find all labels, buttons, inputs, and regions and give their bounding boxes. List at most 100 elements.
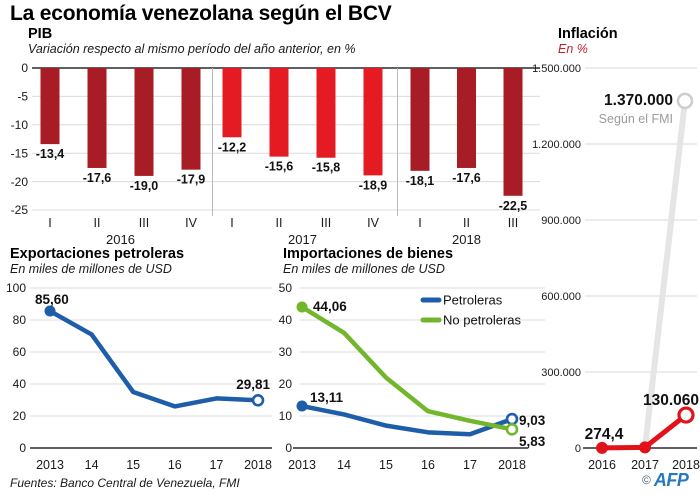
y-tick-label: 60	[13, 345, 27, 359]
bar-value-label: -17,6	[452, 171, 481, 185]
afp-credit: © AFP	[642, 470, 689, 490]
source-note: Fuentes: Banco Central de Venezuela, FMI	[10, 476, 240, 490]
y-tick-label: 40	[13, 377, 27, 391]
last-point-open-dot	[251, 394, 265, 407]
bar-value-label: -12,2	[218, 140, 247, 154]
pib-chart-subtitle: Variación respecto al mismo período del …	[28, 42, 356, 56]
pib-bar-chart: 0-5-10-15-20-25-13,4I-17,6II-19,0III-17,…	[11, 61, 540, 247]
x-tick-label: 2013	[288, 458, 316, 472]
first-point-dot	[296, 301, 308, 313]
pib-bar	[363, 68, 383, 176]
last-value-label: 29,81	[236, 377, 270, 392]
copyright-symbol: ©	[642, 473, 651, 487]
last-value-label: 9,03	[519, 413, 546, 428]
quarter-label: III	[508, 216, 518, 230]
bar-value-label: -18,9	[359, 178, 388, 192]
y-tick-label: 300.000	[541, 367, 581, 379]
y-tick-label: -5	[17, 90, 28, 104]
x-tick-label: 2018	[672, 458, 700, 472]
first-point-dot	[296, 400, 308, 412]
x-tick-label: 2017	[631, 458, 659, 472]
point-dot	[596, 441, 608, 454]
y-tick-label: 0	[575, 443, 581, 455]
x-tick-label: 15	[379, 458, 393, 472]
pib-bar	[457, 68, 476, 168]
y-tick-label: 1.500.000	[532, 63, 581, 75]
afp-logo: AFP	[653, 470, 689, 490]
y-tick-label: 1.200.000	[532, 139, 581, 151]
first-value-label: 13,11	[310, 390, 344, 405]
data-line	[299, 403, 515, 437]
quarter-label: I	[418, 216, 421, 230]
bar-value-label: -19,0	[130, 179, 159, 193]
fmi-value-label: 1.370.000	[604, 92, 673, 109]
y-tick-label: 900.000	[541, 215, 581, 227]
exports-chart-subtitle: En miles de millones de USD	[10, 262, 172, 276]
x-tick-label: 2018	[498, 458, 526, 472]
fmi-projection-line	[642, 100, 688, 448]
bar-value-label: -22,5	[499, 199, 528, 213]
y-tick-label: 10	[279, 409, 293, 423]
y-tick-label: 100	[6, 281, 26, 295]
x-tick-label: 16	[421, 458, 435, 472]
exports-chart-title: Exportaciones petroleras	[10, 246, 185, 262]
x-tick-label: 16	[168, 458, 182, 472]
legend-label: No petroleras	[443, 313, 522, 328]
inflation-line-chart: 1.500.000 1.200.000 900.000 600.000 300.000 0…	[532, 63, 700, 472]
inflation-chart-title: Inflación	[558, 26, 618, 42]
y-tick-label: 80	[13, 313, 27, 327]
x-tick-label: 15	[126, 458, 140, 472]
quarter-label: II	[276, 216, 283, 230]
y-tick-label: -25	[11, 203, 29, 217]
quarter-label: I	[48, 216, 51, 230]
y-tick-label: 0	[19, 441, 26, 455]
pib-bar	[134, 68, 154, 176]
data-line	[47, 308, 261, 409]
pib-chart-title: PIB	[28, 26, 53, 42]
imports-chart-title: Importaciones de bienes	[283, 246, 454, 262]
quarter-label: IV	[185, 216, 197, 230]
data-line	[299, 304, 515, 432]
y-tick-label: 600.000	[541, 291, 581, 303]
point-dot	[639, 441, 651, 454]
y-tick-label: -10	[11, 118, 29, 132]
pib-bar	[222, 68, 242, 138]
first-value-label: 44,06	[313, 299, 347, 314]
bar-value-label: -13,4	[36, 147, 65, 161]
exports-line-chart: 100 80 60 40 20 0 2013 14 15 16 17 2018 85,60 29,81	[6, 281, 272, 472]
first-value-label: 274,4	[585, 426, 624, 443]
year-label: 2018	[452, 232, 481, 247]
bar-value-label: -15,8	[312, 161, 341, 175]
x-tick-label: 14	[85, 458, 99, 472]
pib-bar	[316, 68, 336, 158]
x-tick-label: 2016	[588, 458, 616, 472]
imports-chart-subtitle: En miles de millones de USD	[283, 262, 445, 276]
inflation-chart-subtitle: En %	[558, 42, 588, 56]
x-tick-label: 2018	[244, 458, 272, 472]
legend-label: Petroleras	[443, 293, 503, 308]
imports-line-chart: 50 40 30 20 10 0 2013 14 15 16 17 2018 13,11 9,03 44,0…	[279, 281, 546, 472]
bar-value-label: -17,9	[177, 173, 206, 187]
quarter-label: III	[321, 216, 331, 230]
last-value-label: 5,83	[519, 434, 546, 449]
bar-value-label: -17,6	[83, 171, 112, 185]
x-tick-label: 14	[337, 458, 351, 472]
quarter-label: III	[139, 216, 149, 230]
y-tick-label: 20	[13, 409, 27, 423]
page-title: La economía venezolana según el BCV	[10, 2, 392, 25]
year-label: 2016	[106, 232, 135, 247]
pib-bar	[40, 68, 60, 145]
bar-value-label: -15,6	[265, 160, 294, 174]
pib-bar	[503, 68, 523, 196]
y-tick-label: 30	[279, 345, 293, 359]
last-point-open-dot	[505, 412, 519, 426]
quarter-label: II	[94, 216, 101, 230]
x-tick-label: 2013	[36, 458, 64, 472]
quarter-label: II	[463, 216, 470, 230]
pib-bar	[410, 68, 430, 171]
last-value-label: 130.060	[643, 392, 699, 409]
year-label: 2017	[288, 232, 317, 247]
pib-bar	[87, 68, 107, 168]
last-point-open-dot	[505, 423, 519, 436]
